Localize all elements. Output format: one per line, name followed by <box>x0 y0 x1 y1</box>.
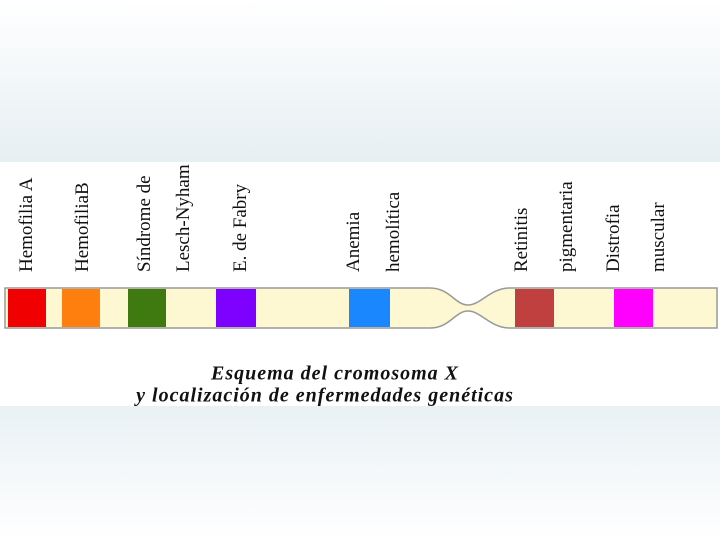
disease-label: pigmentaria <box>556 181 577 272</box>
disease-labels: Hemofilia A HemofiliaB Síndrome de Lesch-Ny… <box>16 164 669 272</box>
disease-label: Retinitis <box>511 208 532 272</box>
disease-label: HemofiliaB <box>72 182 93 272</box>
caption-line: y localización de enfermedades genéticas <box>134 385 514 407</box>
disease-label: Distrofia <box>603 204 624 272</box>
band <box>614 289 653 327</box>
band <box>216 289 256 327</box>
band <box>128 289 166 327</box>
band <box>62 289 100 327</box>
figure-panel <box>0 162 720 406</box>
band <box>349 289 390 327</box>
disease-label: hemolítica <box>383 191 404 272</box>
band <box>8 289 46 327</box>
disease-label: Anemia <box>343 211 364 272</box>
disease-label: muscular <box>648 202 669 272</box>
disease-label: Hemofilia A <box>16 177 37 272</box>
disease-label: Síndrome de <box>134 175 155 272</box>
band <box>515 289 554 327</box>
disease-label: Lesch-Nyham <box>173 164 194 272</box>
caption-line: Esquema del cromosoma X <box>210 363 459 385</box>
disease-label: E. de Fabry <box>230 183 251 272</box>
